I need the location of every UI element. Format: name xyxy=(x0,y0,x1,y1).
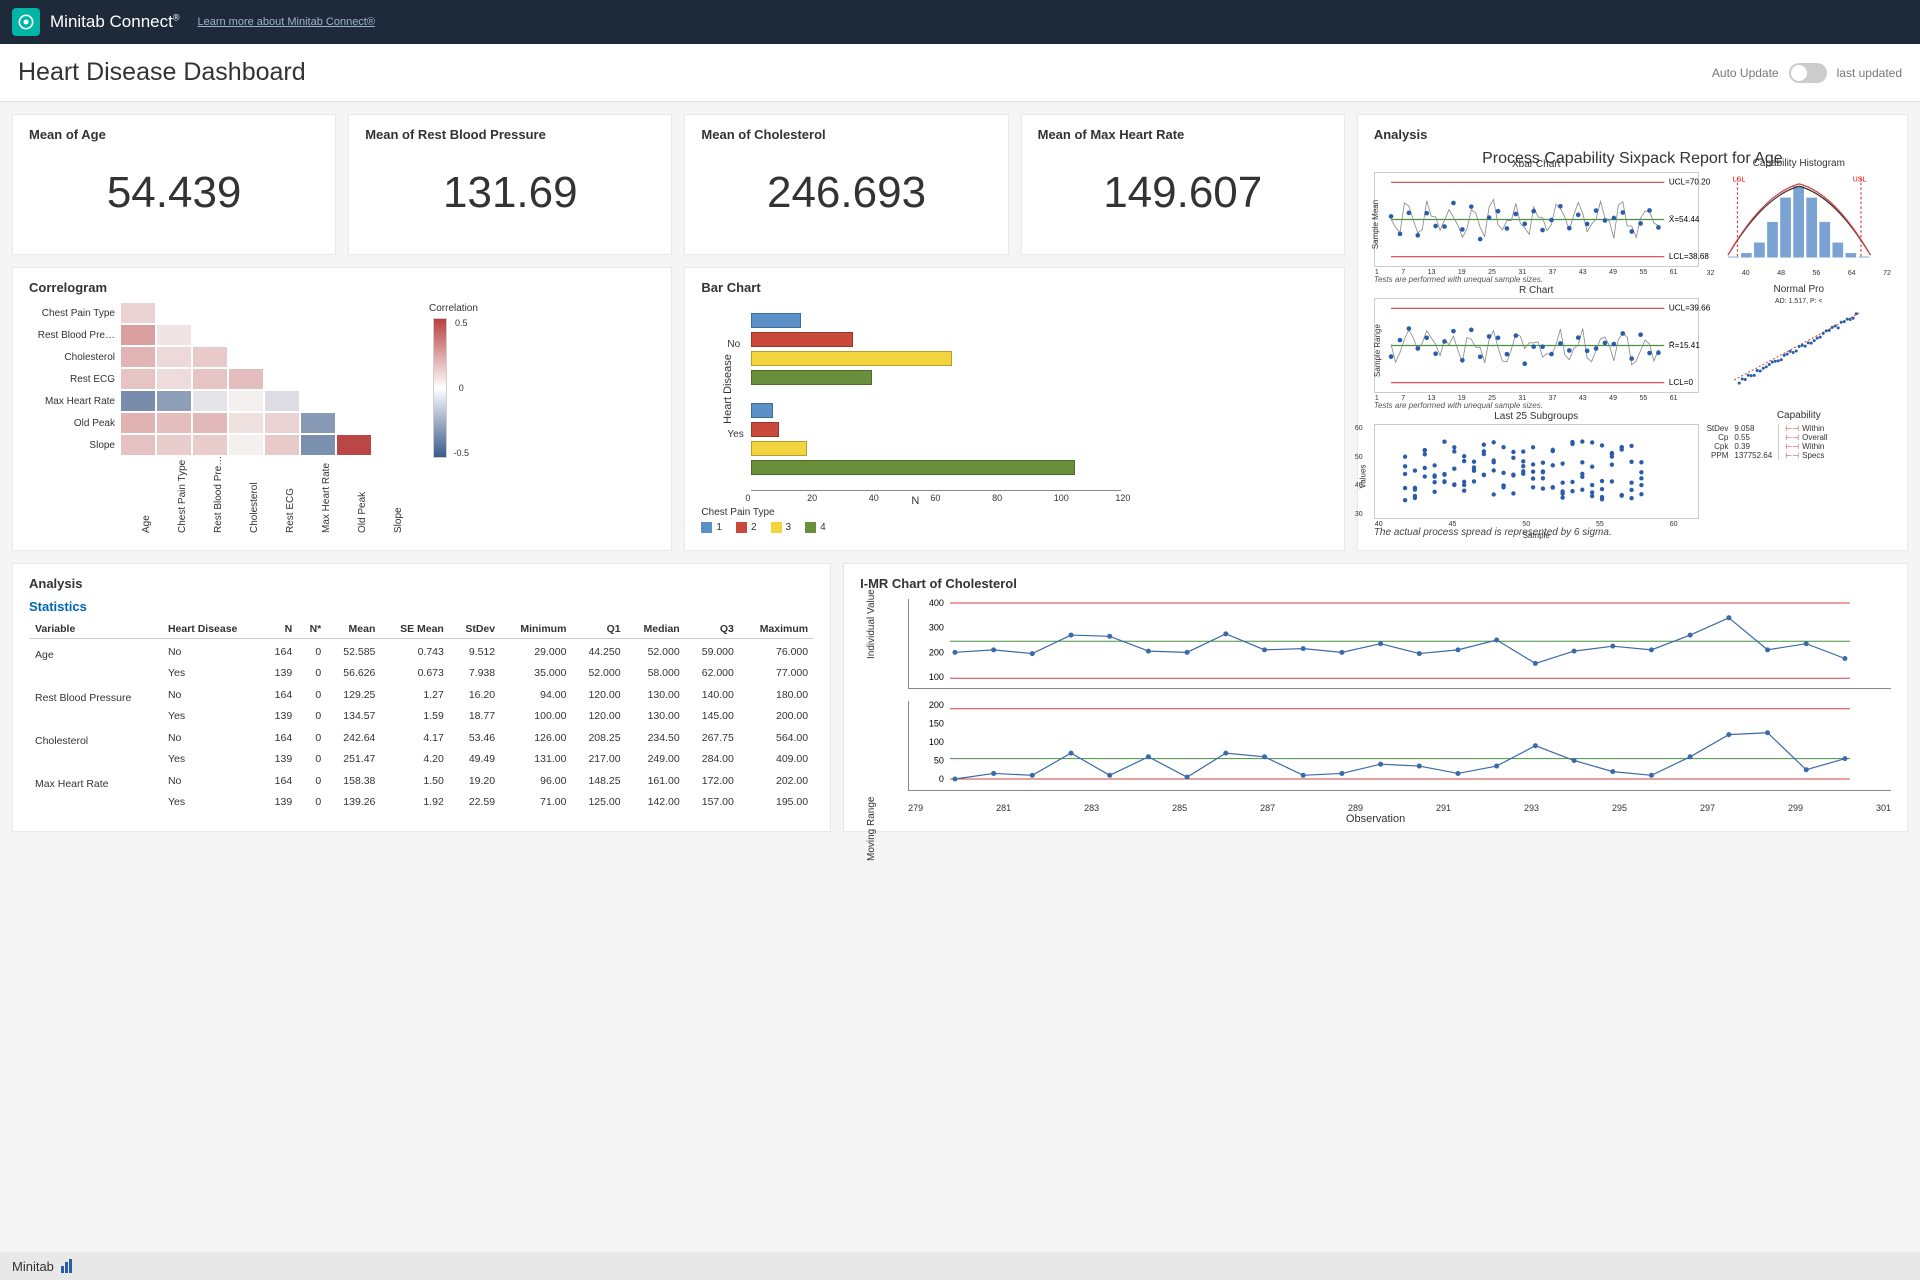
kpi-card-age: Mean of Age 54.439 xyxy=(12,114,336,255)
kpi-value: 149.607 xyxy=(1038,150,1328,236)
kpi-title: Mean of Rest Blood Pressure xyxy=(365,127,655,142)
svg-text:USL: USL xyxy=(1852,176,1866,184)
correlogram-scale: Correlation 0.5 0 -0.5 xyxy=(429,303,469,533)
barchart-card: Bar Chart Heart DiseaseNoYes020406080100… xyxy=(684,267,1344,552)
dashboard-title-bar: Heart Disease Dashboard Auto Update last… xyxy=(0,44,1920,102)
barchart-body: Heart DiseaseNoYes020406080100120NChest … xyxy=(701,303,1327,533)
kpi-card-hr: Mean of Max Heart Rate 149.607 xyxy=(1021,114,1345,255)
auto-update-control: Auto Update last updated xyxy=(1712,63,1902,83)
learn-more-link[interactable]: Learn more about Minitab Connect® xyxy=(197,16,374,28)
auto-update-label: Auto Update xyxy=(1712,66,1779,80)
kpi-card-bp: Mean of Rest Blood Pressure 131.69 xyxy=(348,114,672,255)
svg-text:150: 150 xyxy=(929,719,944,729)
statistics-card: Analysis Statistics VariableHeart Diseas… xyxy=(12,563,831,832)
svg-text:X̄=54.44: X̄=54.44 xyxy=(1669,215,1700,224)
svg-text:LSL: LSL xyxy=(1732,176,1745,184)
svg-text:UCL=70.20: UCL=70.20 xyxy=(1669,178,1711,187)
scale-tick: 0.5 xyxy=(453,318,469,328)
dashboard-title: Heart Disease Dashboard xyxy=(18,58,306,87)
kpi-title: Mean of Age xyxy=(29,127,319,142)
kpi-title: Mean of Max Heart Rate xyxy=(1038,127,1328,142)
footer: Minitab xyxy=(0,1252,1920,1280)
brand-logo-icon xyxy=(12,8,40,36)
sixpack-card: Analysis Process Capability Sixpack Repo… xyxy=(1357,114,1908,551)
card-title: Analysis xyxy=(29,576,814,591)
scale-gradient xyxy=(433,318,447,458)
kpi-value: 54.439 xyxy=(29,150,319,236)
kpi-card-cholesterol: Mean of Cholesterol 246.693 xyxy=(684,114,1008,255)
svg-text:0: 0 xyxy=(939,774,944,784)
card-title: Bar Chart xyxy=(701,280,1327,295)
card-title: Analysis xyxy=(1374,127,1891,142)
svg-text:LCL=38.68: LCL=38.68 xyxy=(1669,252,1709,261)
svg-text:400: 400 xyxy=(929,598,944,608)
kpi-value: 131.69 xyxy=(365,150,655,236)
minitab-logo-icon xyxy=(60,1258,76,1274)
scale-tick: -0.5 xyxy=(453,448,469,458)
app-header: Minitab Connect® Learn more about Minita… xyxy=(0,0,1920,44)
svg-text:50: 50 xyxy=(934,756,944,766)
imr-card: I-MR Chart of Cholesterol Individual Val… xyxy=(843,563,1908,832)
svg-text:100: 100 xyxy=(929,672,944,682)
svg-text:200: 200 xyxy=(929,700,944,710)
svg-text:LCL=0: LCL=0 xyxy=(1669,378,1694,387)
correlogram-matrix: Chest Pain TypeRest Blood Pre…Cholestero… xyxy=(29,303,409,533)
svg-text:R̄=15.41: R̄=15.41 xyxy=(1669,341,1700,350)
svg-text:300: 300 xyxy=(929,623,944,633)
card-title: Correlogram xyxy=(29,280,655,295)
kpi-value: 246.693 xyxy=(701,150,991,236)
scale-tick: 0 xyxy=(453,383,469,393)
stats-section-title: Statistics xyxy=(29,599,814,614)
kpi-title: Mean of Cholesterol xyxy=(701,127,991,142)
svg-text:200: 200 xyxy=(929,647,944,657)
sixpack-body: Process Capability Sixpack Report for Ag… xyxy=(1374,150,1891,538)
brand-name: Minitab Connect® xyxy=(50,12,179,32)
auto-update-toggle[interactable] xyxy=(1789,63,1827,83)
correlogram-card: Correlogram Chest Pain TypeRest Blood Pr… xyxy=(12,267,672,552)
scale-label: Correlation xyxy=(429,303,469,314)
svg-text:100: 100 xyxy=(929,737,944,747)
last-updated-label: last updated xyxy=(1837,66,1902,80)
footer-brand: Minitab xyxy=(12,1259,54,1274)
svg-text:UCL=39.66: UCL=39.66 xyxy=(1669,304,1711,313)
imr-body: Individual Value100200300400Moving Range… xyxy=(860,599,1891,819)
card-title: I-MR Chart of Cholesterol xyxy=(860,576,1891,591)
statistics-table: VariableHeart DiseaseNN*MeanSE MeanStDev… xyxy=(29,620,814,811)
